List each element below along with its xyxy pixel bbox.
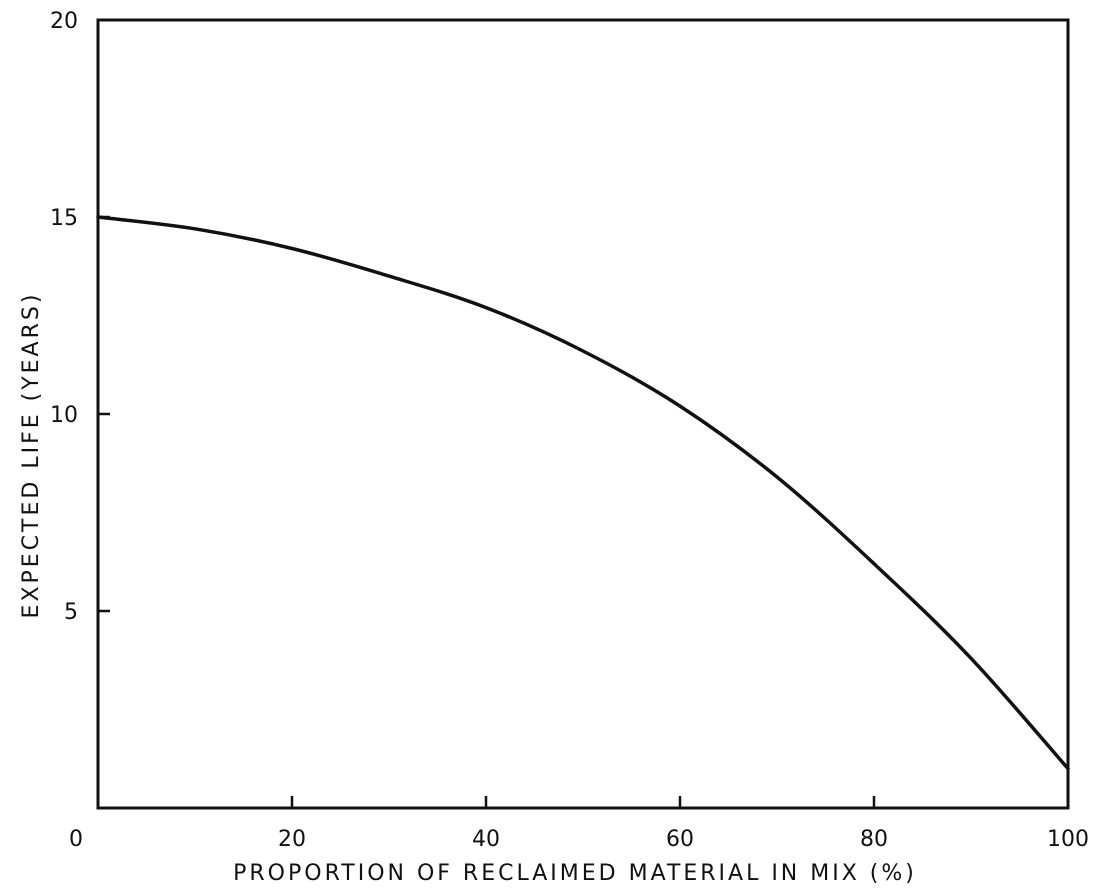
y-tick-label: 10 — [50, 403, 78, 428]
x-tick-label: 80 — [860, 827, 888, 852]
x-tick-label: 20 — [278, 827, 306, 852]
y-tick-label: 5 — [64, 600, 78, 625]
series-line — [96, 215, 1070, 771]
x-axis-title: PROPORTION OF RECLAIMED MATERIAL IN MIX … — [233, 861, 917, 886]
x-tick-label: 40 — [472, 827, 500, 852]
x-tick-label: 60 — [666, 827, 694, 852]
x-tick-label: 0 — [69, 827, 83, 852]
x-tick-label: 100 — [1047, 827, 1089, 852]
y-tick-label: 15 — [50, 206, 78, 231]
y-axis-title: EXPECTED LIFE (YEARS) — [19, 292, 44, 619]
plot-area: 5 10 15 20 0 20 40 60 80 100 — [50, 9, 1089, 852]
y-tick-label: 20 — [50, 9, 78, 34]
